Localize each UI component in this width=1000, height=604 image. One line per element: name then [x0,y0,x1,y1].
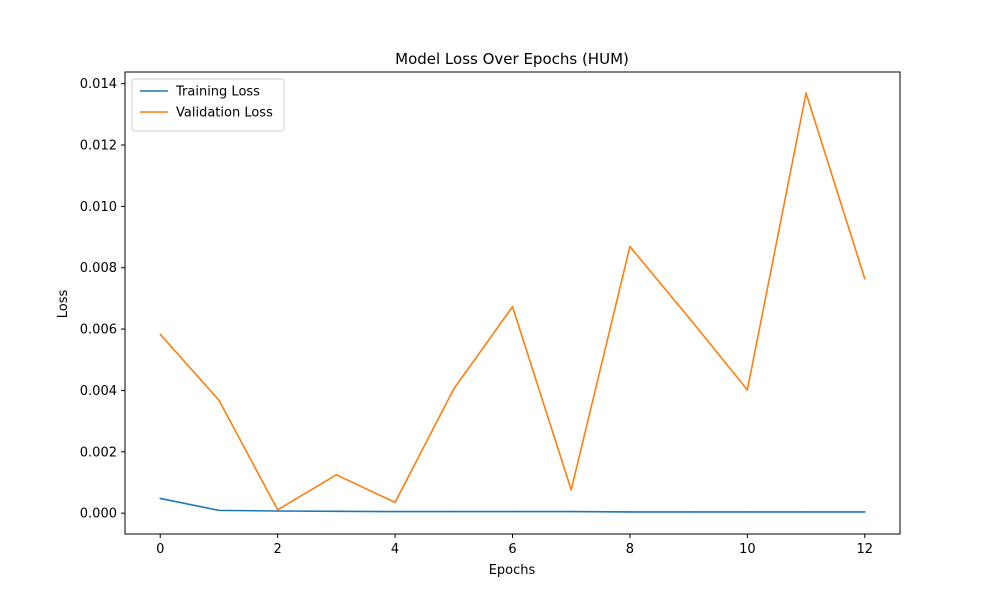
legend-label-1: Validation Loss [176,106,273,121]
y-tick-label: 0.006 [80,323,117,338]
x-tick-label: 2 [274,542,282,557]
data-point [335,510,338,513]
plot-area: 0 2 4 6 8 10 12 0.000 0.002 0.004 0.006 0.008 0.010 0… [80,71,901,557]
data-point [276,510,279,512]
axes-frame [124,71,901,535]
legend: Training Loss Validation Loss [131,78,285,132]
x-tick-label: 12 [856,542,873,557]
x-tick-label: 8 [626,542,634,557]
y-axis-label: Loss [56,290,71,319]
data-point [511,305,514,308]
data-point [452,510,455,513]
data-point [863,511,866,513]
data-point [218,399,220,402]
data-point [159,497,162,500]
data-point [452,388,455,390]
series-line-1 [159,92,866,511]
y-tick-label: 0.000 [80,507,117,522]
y-tick-label: 0.004 [80,384,117,399]
data-point [629,245,631,248]
y-tick-label: 0.002 [80,445,117,460]
data-point [511,510,514,513]
data-point [218,509,220,512]
data-point [570,489,573,491]
x-tick-label: 4 [391,542,399,557]
y-tick-label: 0.010 [80,200,117,215]
data-point [335,473,338,476]
data-point [629,511,631,513]
data-point [276,508,279,511]
data-point [805,511,807,513]
data-point [159,333,162,336]
data-point [394,501,396,504]
legend-box [131,78,285,132]
y-tick-label: 0.008 [80,261,117,276]
y-tick-label: 0.012 [80,139,117,154]
data-point [687,511,690,513]
data-point [805,92,807,94]
chart-title: Model Loss Over Epochs (HUM) [395,50,629,68]
data-point [570,510,573,513]
x-tick-label: 10 [739,542,756,557]
x-axis-label: Epochs [489,563,536,578]
data-point [863,277,866,280]
y-tick-label: 0.014 [80,77,117,92]
x-tick-label: 0 [156,542,164,557]
series-line-0 [160,497,865,513]
data-point [746,389,749,391]
data-point [746,511,749,513]
data-point [687,316,690,319]
x-tick-label: 6 [508,542,516,557]
legend-label-0: Training Loss [175,85,260,100]
data-point [394,510,396,513]
